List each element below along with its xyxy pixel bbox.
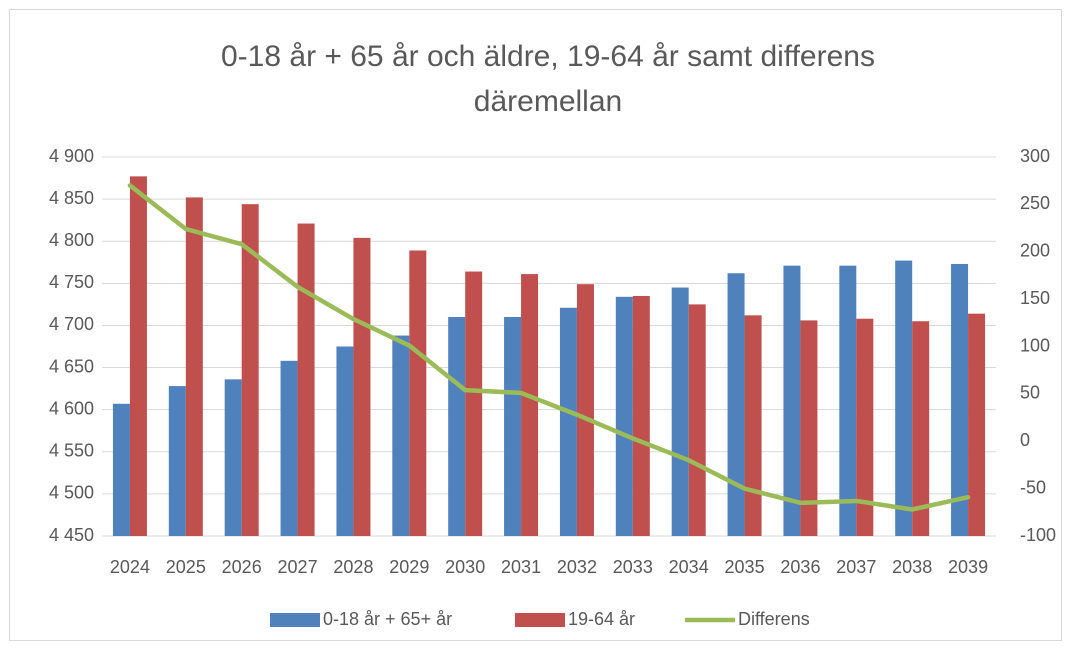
bar xyxy=(968,313,986,536)
bar xyxy=(448,317,466,536)
bar xyxy=(185,197,203,536)
bar xyxy=(800,320,818,536)
bar xyxy=(521,274,539,536)
y2-tick-label: -50 xyxy=(1020,477,1046,497)
legend-swatch xyxy=(270,613,320,627)
x-tick-label: 2036 xyxy=(780,557,820,577)
x-tick-label: 2031 xyxy=(501,557,541,577)
x-tick-label: 2032 xyxy=(557,557,597,577)
x-tick-label: 2037 xyxy=(836,557,876,577)
x-tick-label: 2033 xyxy=(613,557,653,577)
bar xyxy=(353,237,371,536)
y-tick-label: 4 650 xyxy=(49,356,94,376)
bar xyxy=(224,379,242,536)
bar xyxy=(168,386,186,536)
x-tick-label: 2024 xyxy=(110,557,150,577)
y-tick-label: 4 750 xyxy=(49,272,94,292)
x-tick-label: 2039 xyxy=(948,557,988,577)
x-tick-label: 2035 xyxy=(725,557,765,577)
y2-tick-label: 0 xyxy=(1020,430,1030,450)
x-tick-label: 2029 xyxy=(389,557,429,577)
bar xyxy=(744,315,762,536)
y-tick-label: 4 500 xyxy=(49,483,94,503)
bar xyxy=(392,335,410,536)
bar xyxy=(839,265,857,536)
y-tick-label: 4 600 xyxy=(49,398,94,418)
y-tick-label: 4 800 xyxy=(49,230,94,250)
bar xyxy=(241,204,259,537)
y2-tick-label: 200 xyxy=(1020,241,1050,261)
bar xyxy=(688,304,706,536)
bar xyxy=(465,271,483,536)
bar xyxy=(856,318,874,536)
bar xyxy=(280,360,298,536)
x-tick-label: 2025 xyxy=(166,557,206,577)
y2-tick-label: 50 xyxy=(1020,383,1040,403)
bar xyxy=(336,346,354,536)
x-tick-label: 2026 xyxy=(222,557,262,577)
x-tick-label: 2030 xyxy=(445,557,485,577)
legend-label: Differens xyxy=(738,609,810,629)
chart-title: däremellan xyxy=(474,85,622,118)
legend-label: 19-64 år xyxy=(568,609,635,629)
bar xyxy=(576,284,594,536)
bar xyxy=(409,250,427,536)
chart-title: 0-18 år + 65 år och äldre, 19-64 år samt… xyxy=(221,40,875,73)
y2-tick-label: 150 xyxy=(1020,288,1050,308)
bar xyxy=(129,176,147,537)
bar xyxy=(727,273,745,536)
x-tick-label: 2034 xyxy=(669,557,709,577)
x-tick-label: 2038 xyxy=(892,557,932,577)
bar xyxy=(615,296,633,536)
bar xyxy=(559,307,577,536)
line xyxy=(127,183,971,512)
x-tick-label: 2027 xyxy=(278,557,318,577)
legend-label: 0-18 år + 65+ år xyxy=(323,609,452,629)
bar xyxy=(112,403,130,536)
y2-tick-label: 300 xyxy=(1020,146,1050,166)
bar xyxy=(783,265,801,536)
y-tick-label: 4 900 xyxy=(49,146,94,166)
y-tick-label: 4 700 xyxy=(49,314,94,334)
bar xyxy=(297,223,315,536)
y2-tick-label: 250 xyxy=(1020,193,1050,213)
bar xyxy=(951,263,969,536)
bar xyxy=(504,317,522,536)
y-tick-label: 4 550 xyxy=(49,441,94,461)
bar xyxy=(632,295,650,536)
x-tick-label: 2028 xyxy=(333,557,373,577)
legend-swatch xyxy=(515,613,565,627)
y-tick-label: 4 450 xyxy=(49,525,94,545)
y-tick-label: 4 850 xyxy=(49,188,94,208)
y2-tick-label: -100 xyxy=(1020,525,1056,545)
bar xyxy=(912,321,930,536)
bar xyxy=(895,260,913,536)
bar xyxy=(671,287,689,536)
y2-tick-label: 100 xyxy=(1020,335,1050,355)
